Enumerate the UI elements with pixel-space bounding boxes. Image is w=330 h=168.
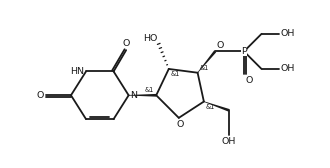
Text: O: O: [122, 39, 130, 48]
Text: &1: &1: [171, 71, 180, 77]
Text: OH: OH: [280, 29, 295, 38]
Text: O: O: [37, 91, 44, 100]
Text: HO: HO: [143, 34, 157, 43]
Text: O: O: [216, 41, 224, 50]
Polygon shape: [204, 101, 229, 112]
Polygon shape: [129, 94, 156, 97]
Text: &1: &1: [145, 87, 154, 93]
Text: N: N: [130, 91, 137, 100]
Text: &1: &1: [200, 66, 209, 71]
Text: OH: OH: [222, 137, 236, 146]
Polygon shape: [197, 51, 216, 73]
Text: P: P: [241, 47, 247, 56]
Text: HN: HN: [70, 67, 84, 76]
Text: OH: OH: [280, 65, 295, 73]
Text: O: O: [246, 76, 253, 85]
Text: &1: &1: [206, 103, 215, 110]
Text: O: O: [176, 120, 184, 129]
